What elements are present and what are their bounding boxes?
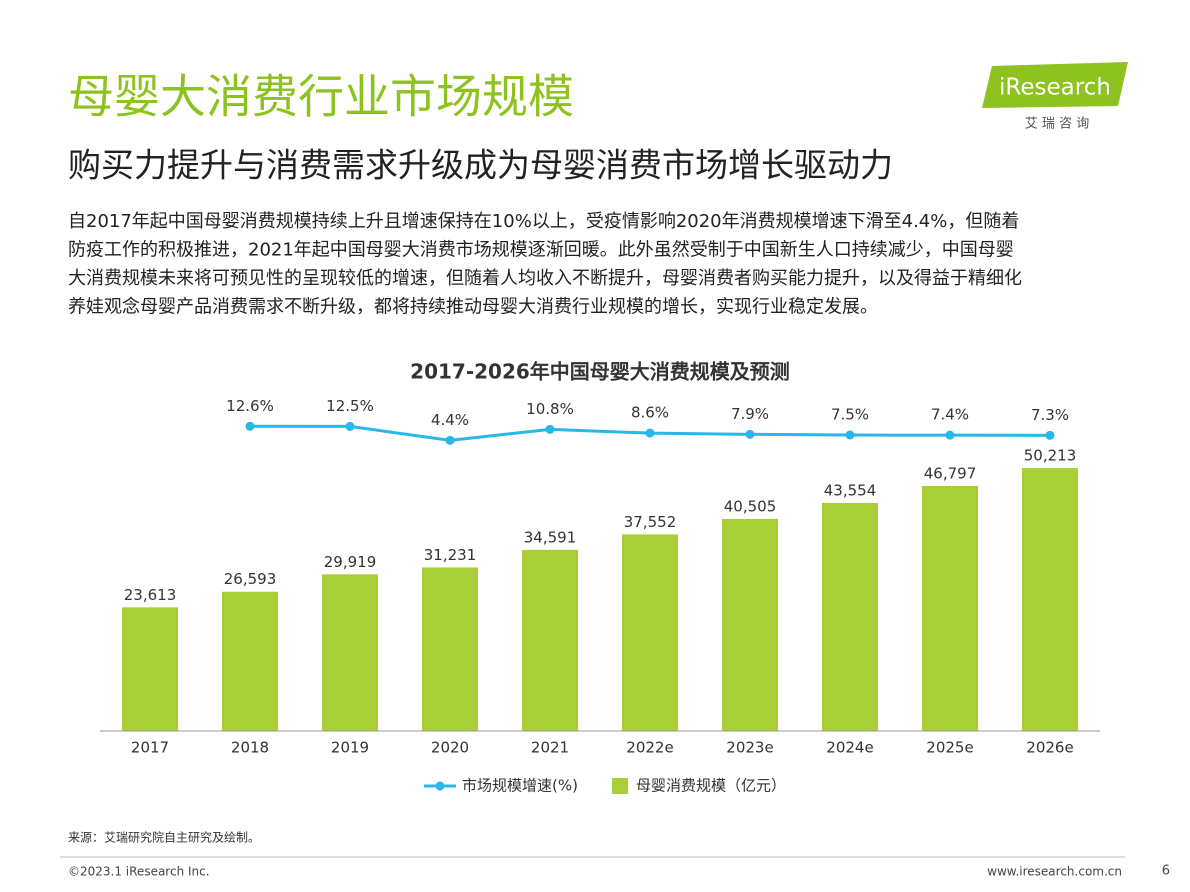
line-point [645, 428, 655, 438]
bar [122, 607, 178, 731]
logo-badge [982, 62, 1128, 108]
legend-label: 市场规模增速(%) [462, 777, 578, 795]
page-subtitle: 购买力提升与消费需求升级成为母婴消费市场增长驱动力 [68, 146, 893, 185]
x-tick-label: 2026e [1026, 739, 1073, 757]
legend-marker [435, 781, 445, 791]
body-line: 养娃观念母婴产品消费需求不断升级，都将持续推动母婴大消费行业规模的增长，实现行业… [68, 296, 878, 318]
line-point [845, 430, 855, 440]
bar-value-label: 40,505 [724, 497, 777, 515]
line-point [745, 429, 755, 439]
line-point [1045, 430, 1055, 440]
x-tick-label: 2024e [826, 739, 873, 757]
bar-value-label: 29,919 [324, 553, 377, 571]
x-tick-label: 2020 [431, 739, 469, 757]
bar [322, 574, 378, 731]
body-text: 自2017年起中国母婴消费规模持续上升且增速保持在10%以上，受疫情影响2020… [68, 211, 1022, 318]
x-tick-label: 2019 [331, 739, 369, 757]
bar [1022, 468, 1078, 731]
bar-value-label: 34,591 [524, 528, 577, 546]
bar [422, 567, 478, 731]
bar-value-label: 37,552 [624, 513, 677, 531]
line-value-label: 8.6% [631, 404, 669, 422]
x-tick-label: 2025e [926, 739, 973, 757]
line-value-label: 12.6% [226, 397, 274, 415]
url: www.iresearch.com.cn [987, 865, 1122, 879]
line-point [945, 430, 955, 440]
legend-swatch [612, 778, 628, 794]
bar-value-label: 46,797 [924, 464, 977, 482]
bar [922, 485, 978, 731]
page-title: 母婴大消费行业市场规模 [68, 70, 574, 124]
x-tick-label: 2017 [131, 739, 169, 757]
line-point [545, 424, 555, 434]
line-value-label: 7.3% [1031, 406, 1069, 424]
x-tick-label: 2023e [726, 739, 773, 757]
bar-value-label: 43,554 [824, 481, 877, 499]
bar-value-label: 26,593 [224, 570, 277, 588]
bar [722, 518, 778, 731]
line-value-label: 4.4% [431, 411, 469, 429]
line-value-label: 7.4% [931, 406, 969, 424]
line-point [445, 435, 455, 445]
bar [222, 591, 278, 731]
logo-sub: 艾 瑞 咨 询 [1025, 117, 1089, 132]
copyright: ©2023.1 iResearch Inc. [68, 865, 210, 879]
line-value-label: 10.8% [526, 400, 574, 418]
logo: iResearch [999, 75, 1111, 101]
chart-title: 2017-2026年中国母婴大消费规模及预测 [410, 360, 790, 384]
bar-value-label: 31,231 [424, 546, 477, 564]
bar [522, 549, 578, 731]
bar [822, 502, 878, 731]
body-line: 自2017年起中国母婴消费规模持续上升且增速保持在10%以上，受疫情影响2020… [68, 211, 1019, 232]
body-line: 大消费规模未来将可预见性的呈现较低的增速，但随着人均收入不断提升，母婴消费者购买… [68, 268, 1022, 289]
chart: 2017 2018 2019 2020 2021 2022e 2023e 2024e 2025e… [100, 397, 1100, 795]
legend-label: 母婴消费规模（亿元） [636, 777, 786, 795]
x-tick-label: 2018 [231, 739, 269, 757]
body-line: 防疫工作的积极推进，2021年起中国母婴大消费市场规模逐渐回暖。此外虽然受制于中… [68, 240, 1014, 261]
source: 来源：艾瑞研究院自主研究及绘制。 [68, 830, 260, 845]
bar-value-label: 50,213 [1024, 447, 1077, 465]
bar [622, 534, 678, 731]
line-value-label: 7.5% [831, 406, 869, 424]
line-value-label: 7.9% [731, 405, 769, 423]
x-tick-label: 2021 [531, 739, 569, 757]
page-number: 6 [1162, 864, 1170, 879]
line-value-label: 12.5% [326, 397, 374, 415]
line-point [345, 421, 355, 431]
x-tick-label: 2022e [626, 739, 673, 757]
bar-value-label: 23,613 [124, 586, 177, 604]
line-point [245, 421, 255, 431]
